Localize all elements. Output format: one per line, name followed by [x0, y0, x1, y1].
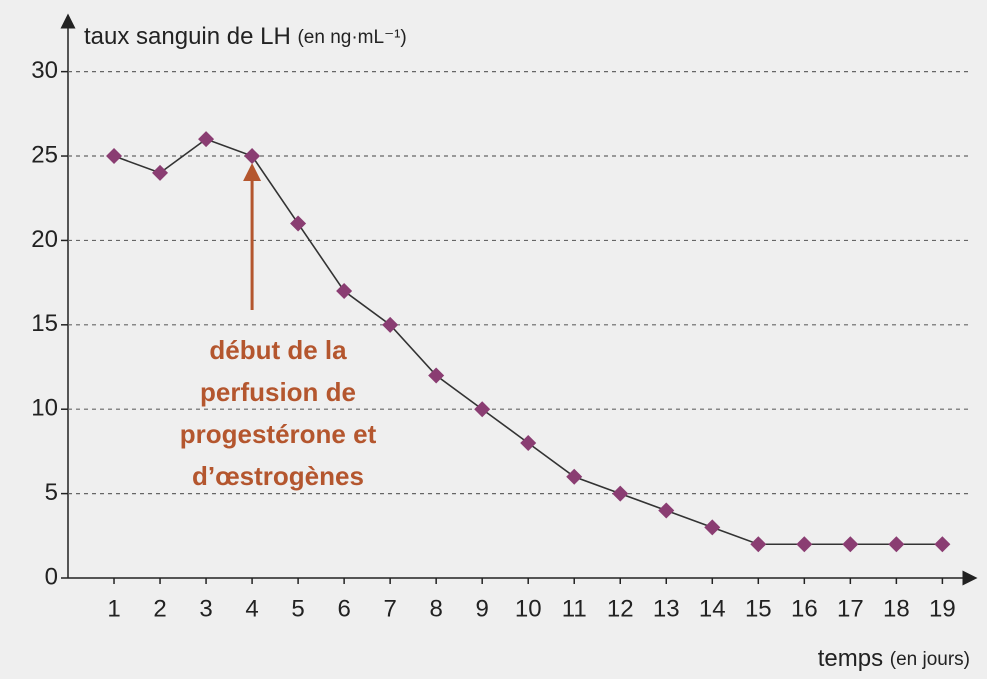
y-tick-label: 25	[31, 141, 58, 168]
x-tick-label: 15	[745, 595, 772, 622]
x-tick-label: 13	[653, 595, 680, 622]
data-point	[658, 502, 675, 519]
y-tick-label: 30	[31, 57, 58, 84]
data-point	[336, 283, 353, 300]
annotation-text: progestérone et	[180, 419, 377, 449]
x-tick-label: 12	[607, 595, 634, 622]
data-point	[750, 536, 767, 553]
data-point	[290, 215, 307, 232]
x-tick-label: 18	[883, 595, 910, 622]
x-tick-label: 10	[515, 595, 542, 622]
x-tick-label: 11	[562, 595, 587, 622]
data-point	[704, 519, 721, 536]
annotation-text: perfusion de	[200, 377, 356, 407]
y-tick-label: 15	[31, 310, 58, 337]
data-point	[106, 148, 123, 165]
data-point	[842, 536, 859, 553]
data-point	[796, 536, 813, 553]
y-tick-label: 5	[45, 479, 58, 506]
x-tick-label: 7	[383, 595, 396, 622]
data-point	[888, 536, 905, 553]
x-tick-label: 17	[837, 595, 864, 622]
y-tick-label: 10	[31, 395, 58, 422]
data-point	[152, 164, 169, 181]
data-point	[198, 131, 215, 148]
y-tick-label: 20	[31, 226, 58, 253]
y-tick-label: 0	[45, 563, 58, 590]
data-point	[382, 316, 399, 333]
x-tick-label: 8	[429, 595, 442, 622]
x-tick-label: 9	[476, 595, 489, 622]
data-point	[566, 468, 583, 485]
x-tick-label: 5	[291, 595, 304, 622]
x-axis-label: temps (en jours)	[818, 645, 970, 672]
data-point	[934, 536, 951, 553]
data-point	[520, 434, 537, 451]
x-tick-label: 16	[791, 595, 818, 622]
x-tick-label: 6	[337, 595, 350, 622]
x-tick-label: 19	[929, 595, 956, 622]
y-axis-label: taux sanguin de LH (en ng·mL⁻¹)	[84, 23, 407, 50]
annotation-text: d’œstrogènes	[192, 461, 364, 491]
annotation-text: début de la	[209, 335, 347, 365]
x-tick-label: 2	[153, 595, 166, 622]
x-tick-label: 1	[107, 595, 120, 622]
data-point	[244, 148, 261, 165]
x-tick-label: 3	[199, 595, 212, 622]
x-tick-label: 14	[699, 595, 726, 622]
data-point	[612, 485, 629, 502]
data-point	[428, 367, 445, 384]
data-point	[474, 401, 491, 418]
x-tick-label: 4	[245, 595, 258, 622]
